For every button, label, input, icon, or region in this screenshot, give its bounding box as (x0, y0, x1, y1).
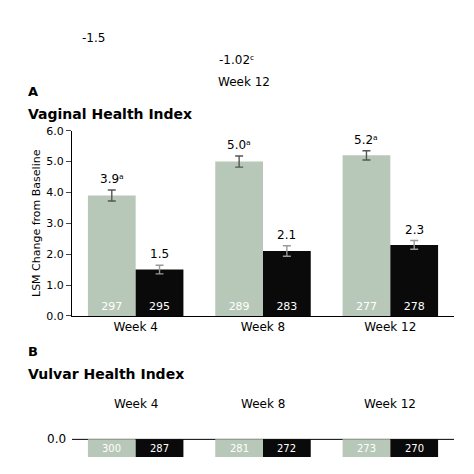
svg-text:277: 277 (356, 300, 377, 313)
svg-text:Vulvar Health Index: Vulvar Health Index (28, 366, 184, 382)
svg-text:281: 281 (230, 443, 249, 454)
svg-text:1.0: 1.0 (46, 279, 64, 292)
svg-text:3.0: 3.0 (46, 217, 64, 230)
svg-text:0.0: 0.0 (47, 432, 66, 446)
svg-text:Week 12: Week 12 (218, 75, 270, 89)
svg-text:297: 297 (101, 300, 122, 313)
svg-text:3.9ᵃ: 3.9ᵃ (100, 172, 124, 186)
svg-text:B: B (28, 344, 38, 359)
svg-text:2.0: 2.0 (46, 248, 64, 261)
svg-text:4.0: 4.0 (46, 186, 64, 199)
svg-text:-1.02ᶜ: -1.02ᶜ (219, 53, 255, 67)
svg-text:Week 12: Week 12 (364, 397, 416, 411)
svg-text:278: 278 (404, 300, 425, 313)
svg-text:273: 273 (357, 443, 376, 454)
svg-text:-1.5: -1.5 (82, 31, 105, 45)
svg-text:Week 8: Week 8 (241, 397, 285, 411)
svg-text:295: 295 (149, 300, 170, 313)
svg-text:1.5: 1.5 (150, 247, 169, 261)
svg-text:300: 300 (102, 443, 121, 454)
svg-text:5.0: 5.0 (46, 155, 64, 168)
svg-text:Week 4: Week 4 (114, 320, 158, 334)
svg-text:0.0: 0.0 (46, 310, 64, 323)
svg-text:A: A (28, 84, 38, 99)
svg-text:272: 272 (277, 443, 296, 454)
svg-text:5.0ᵃ: 5.0ᵃ (227, 138, 251, 152)
svg-text:Week 4: Week 4 (114, 397, 158, 411)
svg-text:LSM Change from Baseline: LSM Change from Baseline (30, 149, 43, 297)
svg-text:2.1: 2.1 (277, 228, 296, 242)
svg-text:5.2ᵃ: 5.2ᵃ (354, 133, 378, 147)
svg-text:Vaginal Health Index: Vaginal Health Index (28, 106, 192, 122)
svg-text:287: 287 (150, 443, 169, 454)
svg-text:6.0: 6.0 (46, 125, 64, 138)
svg-text:Week 12: Week 12 (364, 320, 416, 334)
svg-text:270: 270 (405, 443, 424, 454)
svg-text:Week 8: Week 8 (241, 320, 285, 334)
svg-text:289: 289 (229, 300, 250, 313)
svg-text:283: 283 (276, 300, 297, 313)
svg-text:2.3: 2.3 (405, 223, 424, 237)
